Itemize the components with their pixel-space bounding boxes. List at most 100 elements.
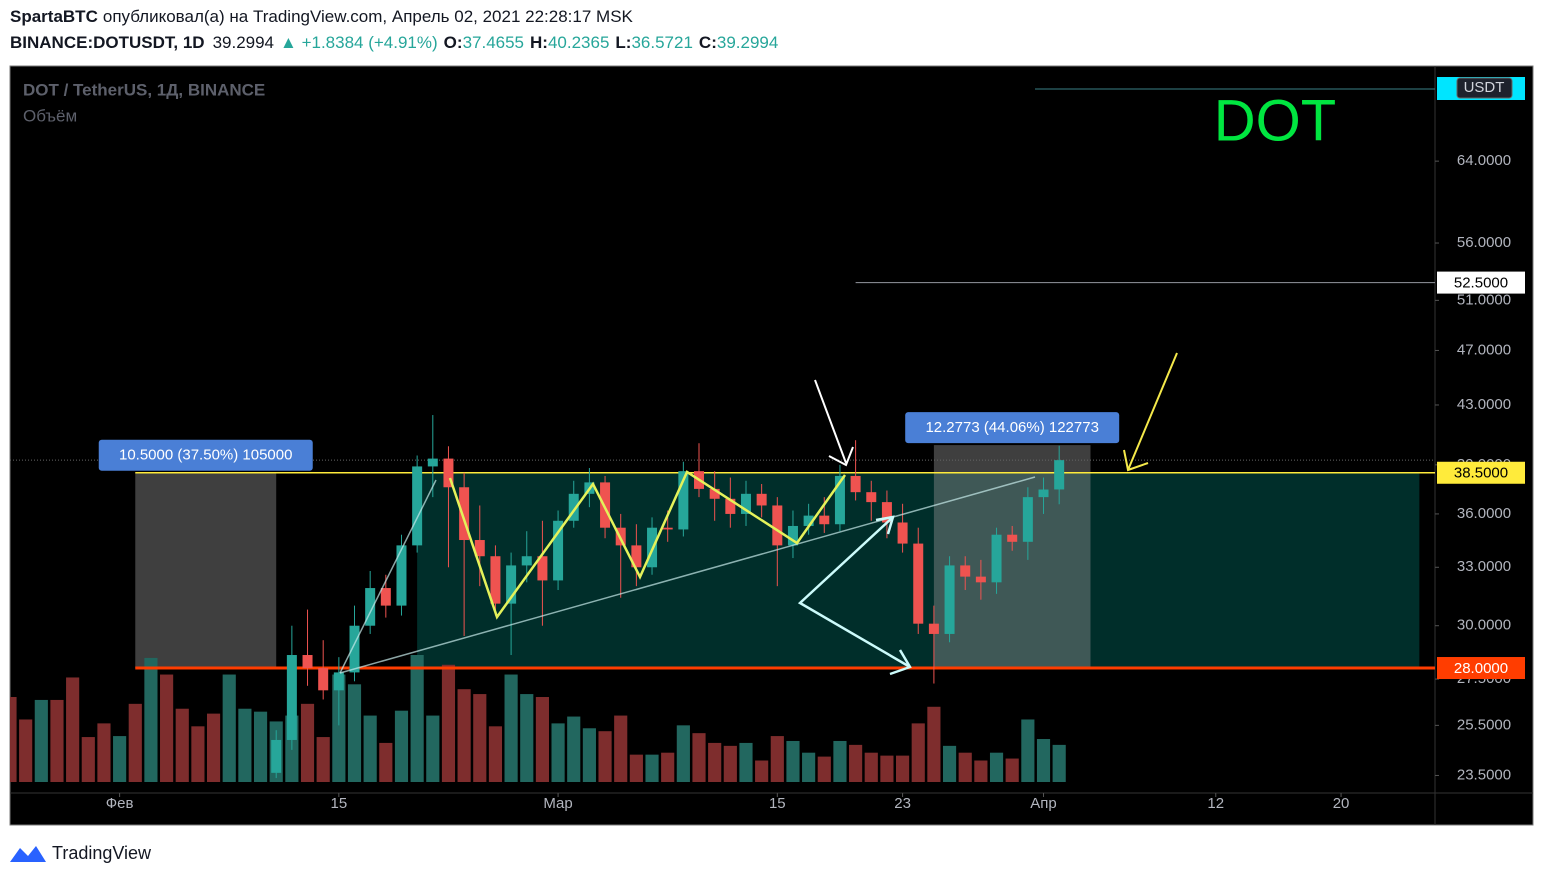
candle-body [975, 576, 986, 583]
volume-bar [786, 740, 800, 782]
zone-label: 12.2773 (44.06%) 122773 [925, 419, 1098, 436]
volume-bar [363, 715, 377, 782]
level-tag [1437, 461, 1525, 484]
y-tick-label: 23.5000 [1457, 766, 1511, 783]
volume-bar [739, 742, 753, 782]
white-arrow [814, 379, 847, 464]
candle-body [318, 668, 329, 691]
volume-bar [770, 736, 784, 782]
volume-bar [629, 754, 643, 782]
volume-bar [50, 699, 64, 782]
volume-bar [160, 674, 174, 782]
candle-body [474, 540, 485, 557]
candle-body [960, 565, 971, 577]
candle-body [725, 498, 736, 514]
volume-bar [97, 723, 111, 782]
candle-body [1022, 497, 1033, 542]
symbol-line: BINANCE:DOTUSDT, 1D 39.2994 ▲ +1.8384 (+4.… [10, 33, 778, 52]
candle-body [740, 493, 751, 514]
y-tick-label: 25.5000 [1457, 716, 1511, 733]
candle-body [834, 475, 845, 525]
l-label: L: [615, 33, 631, 52]
volume-bar [113, 736, 127, 782]
candle-body [866, 492, 877, 503]
volume-bar [880, 755, 894, 782]
publish-line: SpartaBTC опубликовал(а) на TradingView.c… [10, 7, 634, 26]
candle-body [913, 543, 924, 624]
h-label: H: [530, 33, 548, 52]
volume-bar [974, 760, 988, 782]
candle-body [521, 556, 532, 566]
level-tag [1437, 657, 1525, 680]
volume-bar [504, 674, 518, 782]
candle-body [506, 565, 517, 604]
author: SpartaBTC [10, 7, 98, 26]
legend-title: DOT / TetherUS, 1Д, BINANCE [23, 80, 265, 99]
y-tick-label: 30.0000 [1457, 617, 1511, 634]
volume-bar [582, 728, 596, 782]
y-tick-label: 33.0000 [1457, 558, 1511, 575]
candle-body [490, 556, 501, 604]
volume-bar [238, 708, 252, 782]
level-tag [1437, 271, 1525, 294]
volume-bar [347, 684, 362, 782]
volume-bar [34, 699, 48, 782]
volume-bar [708, 742, 722, 782]
zone-label-box [905, 412, 1120, 444]
currency-box [1456, 77, 1513, 99]
zigzag [448, 470, 847, 620]
x-tick-label: 15 [769, 795, 786, 812]
candle-body [803, 515, 814, 526]
volume-bar [911, 723, 925, 782]
x-tick-label: Апр [1030, 795, 1056, 812]
candle-body [819, 515, 830, 525]
volume-bar [1036, 739, 1051, 782]
yellow-arrow [1127, 352, 1178, 471]
volume-bar [755, 760, 769, 782]
volume-bar [958, 752, 972, 782]
y-tick-label: 43.0000 [1457, 396, 1511, 413]
volume-label: Объём [23, 106, 77, 125]
white-arrow-head [828, 446, 854, 467]
level-tag-label: 52.5000 [1454, 275, 1508, 292]
candle-body [349, 625, 360, 673]
volume-bar [896, 755, 910, 782]
candle-body [380, 588, 391, 606]
y-tick-label: 47.0000 [1457, 341, 1511, 358]
volume-bar [128, 703, 142, 782]
volume-bar [175, 708, 189, 782]
volume-bar [10, 697, 17, 782]
volume-bar [817, 756, 831, 782]
volume-bar [1005, 758, 1019, 782]
level-tag-label: 38.5000 [1454, 465, 1508, 482]
candle-body [553, 520, 564, 581]
zone [933, 445, 1091, 669]
x-tick-label: 23 [894, 795, 911, 812]
volume-bar [19, 719, 33, 782]
candle-body [1054, 460, 1065, 490]
volume-bar [614, 715, 628, 782]
symbol: BINANCE:DOTUSDT, 1D [10, 33, 205, 52]
volume-bar [927, 706, 941, 782]
candle-body [944, 565, 955, 634]
candle-body [678, 471, 689, 530]
volume-bar [942, 745, 957, 782]
volume-bar [379, 742, 393, 782]
candle-body [850, 475, 861, 493]
volume-bar [206, 713, 221, 782]
volume-bar [802, 752, 816, 782]
currency: USDT [1464, 79, 1505, 96]
level-tag-label: 28.0000 [1454, 660, 1508, 677]
volume-bar [833, 740, 847, 782]
candle-body [427, 458, 438, 467]
x-tick-label: 15 [331, 795, 348, 812]
volume-bar [66, 677, 80, 782]
y-tick-label: 56.0000 [1457, 234, 1511, 251]
volume-bar [567, 716, 581, 782]
drawings [339, 88, 1435, 676]
volume-bar [473, 694, 487, 782]
candle-body [897, 522, 908, 544]
volume-bar [645, 754, 659, 782]
volume-bar [535, 697, 549, 782]
